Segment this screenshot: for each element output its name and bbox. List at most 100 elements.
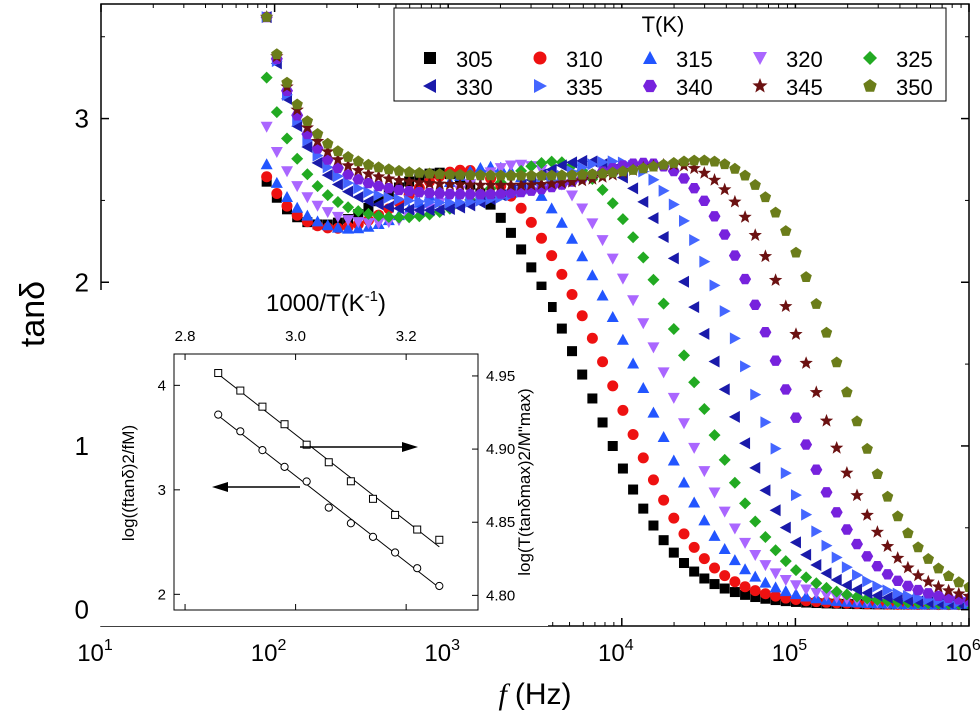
series-340-point — [728, 250, 741, 261]
series-350-point — [556, 169, 568, 181]
series-335-point — [740, 360, 752, 373]
series-320-point — [596, 235, 609, 247]
series-340-point — [321, 154, 334, 165]
series-335-point — [597, 156, 609, 169]
series-315-point — [596, 289, 609, 301]
series-305-point — [577, 369, 588, 380]
series-310-point — [688, 541, 700, 553]
series-315-point — [311, 215, 324, 227]
series-320-point — [616, 273, 629, 285]
series-335-point — [699, 255, 711, 268]
series-305-point — [617, 463, 628, 474]
legend-label-340: 340 — [676, 75, 713, 100]
series-345-point — [372, 169, 386, 183]
series-345-point — [830, 441, 844, 454]
series-350-point — [851, 415, 863, 427]
series-310-point — [576, 310, 588, 322]
series-310-point — [617, 404, 629, 416]
series-340-point — [820, 487, 833, 498]
series-340-point — [484, 188, 497, 200]
series-310-point — [556, 268, 568, 280]
series-325-point — [718, 453, 731, 466]
series-305-point — [750, 592, 761, 603]
series-345-point — [382, 171, 396, 185]
legend-label-320: 320 — [786, 47, 823, 72]
series-330-point — [820, 567, 832, 580]
series-340-point — [331, 162, 344, 174]
legend-marker-305 — [424, 52, 436, 64]
series-330-point — [362, 195, 374, 208]
series-305-point — [638, 503, 649, 514]
x-tick-base: 10 — [772, 640, 799, 667]
series-320-point — [321, 207, 334, 219]
series-305-point — [740, 589, 751, 600]
x-tick-label: 102 — [251, 637, 287, 667]
series-325-point — [281, 132, 294, 145]
series-310-point — [729, 576, 741, 588]
inset-left-tick-label: 2 — [158, 586, 166, 603]
series-350-point — [352, 155, 364, 167]
series-325-point — [789, 564, 802, 577]
series-315-point — [800, 590, 813, 602]
inset-left-point — [302, 477, 311, 486]
series-345-point — [321, 144, 335, 158]
series-350-point — [576, 168, 588, 180]
series-340-point — [678, 173, 690, 184]
series-330-point — [331, 178, 343, 191]
series-330-point — [392, 202, 404, 215]
series-330-point — [433, 203, 445, 216]
series-325-point — [627, 231, 640, 244]
series-350-point — [271, 48, 283, 60]
series-330-point — [627, 182, 639, 195]
series-325-point — [840, 588, 853, 601]
series-350-point — [261, 11, 273, 22]
series-345-point — [433, 176, 447, 190]
y-tick-label: 3 — [75, 104, 89, 134]
series-345-point — [351, 163, 365, 176]
series-335-point — [373, 189, 385, 202]
inset-right-point — [236, 386, 245, 395]
legend-marker-320 — [753, 52, 767, 65]
series-330-point — [830, 573, 842, 586]
series-320-point — [657, 367, 670, 379]
series-315-point — [270, 176, 283, 188]
series-340-point — [403, 186, 416, 197]
series-320-point — [566, 190, 579, 202]
series-325-point — [728, 476, 741, 489]
series-330-point — [342, 185, 354, 198]
series-350-point — [474, 169, 487, 181]
series-330-point — [708, 355, 720, 368]
series-330-point — [576, 154, 588, 167]
series-330-point — [382, 200, 394, 213]
series-335-point — [363, 186, 375, 199]
series-335-point — [892, 587, 904, 600]
series-350-marks — [261, 11, 969, 592]
series-340-point — [413, 187, 426, 198]
series-340-point — [790, 412, 802, 423]
series-325-point — [301, 168, 314, 181]
series-345-point — [463, 177, 477, 191]
series-325-point — [331, 195, 344, 208]
series-335-point — [902, 590, 914, 603]
series-350-point — [535, 169, 548, 181]
series-340-point — [688, 183, 701, 194]
series-345-point — [443, 177, 457, 190]
series-345-point — [473, 178, 488, 191]
series-315-point — [718, 543, 731, 555]
series-310-point — [627, 429, 639, 441]
series-325-point — [820, 581, 833, 594]
inset-left-point — [280, 462, 289, 471]
series-320-point — [688, 442, 701, 454]
series-350-point — [444, 168, 456, 180]
series-350-point — [607, 166, 619, 178]
inset-right-point — [413, 525, 422, 534]
series-315-point — [749, 570, 762, 582]
x-tick-exp: 5 — [798, 637, 807, 654]
series-350-point — [902, 527, 914, 539]
series-345-point — [504, 178, 518, 191]
series-350-point — [434, 168, 446, 179]
x-tick-exp: 2 — [277, 637, 286, 654]
series-320-point — [708, 487, 721, 499]
series-345-point — [392, 173, 406, 187]
